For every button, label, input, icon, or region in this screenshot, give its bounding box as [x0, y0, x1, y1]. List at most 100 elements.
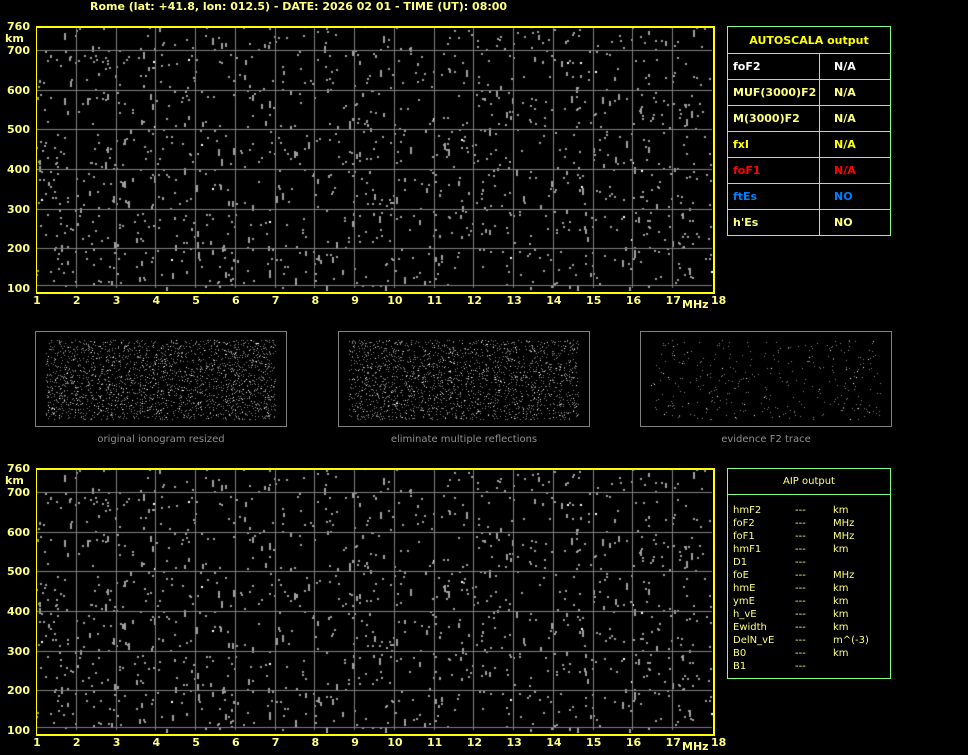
autoscala-row: ftEs NO: [727, 183, 891, 210]
x-axis-unit: MHz: [682, 740, 709, 753]
x-tick-label: 7: [271, 736, 280, 749]
x-tick-label: 9: [351, 736, 359, 749]
x-tick-label: 8: [311, 736, 320, 749]
aip-label: hmF2: [733, 505, 762, 516]
y-axis-unit: km: [5, 32, 24, 45]
x-tick-label: 18: [711, 294, 727, 307]
x-tick-label: 11: [426, 294, 443, 307]
aip-row: D1 ---: [728, 556, 890, 569]
x-tick-label: 4: [152, 294, 161, 307]
aip-row: hmF1 --- km: [728, 543, 890, 556]
x-tick-label: 12: [466, 736, 483, 749]
y-tick-label: 300: [7, 644, 30, 658]
x-tick-label: 15: [586, 294, 602, 307]
aip-label: foF1: [733, 531, 755, 542]
x-tick-label: 7: [271, 294, 280, 307]
y-tick-label: 500: [7, 565, 30, 579]
aip-label: DelN_vE: [733, 635, 775, 646]
aip-unit: km: [833, 622, 849, 633]
y-tick-label: 200: [7, 684, 30, 698]
aip-value: ---: [795, 531, 806, 542]
y-tick-label: 300: [7, 202, 30, 216]
thumbnail-caption: original ionogram resized: [97, 434, 225, 445]
x-tick-label: 16: [625, 736, 642, 749]
y-tick-label: 100: [7, 724, 30, 737]
x-tick-label: 4: [152, 736, 161, 749]
autoscala-value: NO: [819, 209, 891, 236]
y-tick-label: 600: [7, 83, 30, 97]
autoscala-value: N/A: [819, 79, 891, 106]
aip-row: foF2 --- MHz: [728, 517, 890, 530]
autoscala-row: h'Es NO: [727, 209, 891, 236]
x-tick-label: 17: [665, 294, 681, 307]
x-tick-label: 5: [192, 736, 200, 749]
autoscala-label: M(3000)F2: [727, 105, 820, 132]
autoscala-label: foF2: [727, 53, 820, 80]
autoscala-value: NO: [819, 183, 891, 210]
x-tick-label: 2: [72, 294, 81, 307]
aip-row: hmE --- km: [728, 582, 890, 595]
x-tick-label: 14: [546, 294, 562, 307]
thumbnail-evidence-f2: [640, 331, 892, 427]
aip-value: ---: [795, 570, 806, 581]
y-tick-label: 500: [7, 123, 30, 137]
aip-value: ---: [795, 635, 806, 646]
aip-value: ---: [795, 518, 806, 529]
aip-value: ---: [795, 557, 806, 568]
y-tick-label: 760: [7, 462, 30, 475]
thumbnail-caption: evidence F2 trace: [721, 434, 811, 445]
aip-unit: m^(-3): [833, 635, 869, 646]
aip-unit: MHz: [833, 570, 855, 581]
aip-value: ---: [795, 583, 806, 594]
y-tick-label: 400: [7, 162, 30, 176]
aip-row: B0 --- km: [728, 647, 890, 660]
aip-unit: km: [833, 583, 849, 594]
autoscala-label: MUF(3000)F2: [727, 79, 820, 106]
x-tick-label: 3: [112, 736, 121, 749]
aip-label: Ewidth: [733, 622, 767, 633]
y-tick-label: 100: [7, 282, 30, 295]
aip-label: hmF1: [733, 544, 762, 555]
y-tick-label: 700: [7, 43, 30, 57]
ionogram-title: Rome (lat: +41.8, lon: 012.5) - DATE: 20…: [90, 0, 508, 13]
aip-label: foE: [733, 570, 749, 581]
aip-unit: MHz: [833, 531, 855, 542]
x-tick-label: 13: [506, 294, 522, 307]
autoscala-output-table: AUTOSCALA output foF2 N/A MUF(3000)F2 N/A M(…: [727, 26, 891, 236]
aip-label: D1: [733, 557, 748, 568]
thumbnail-original: [35, 331, 287, 427]
aip-value: ---: [795, 609, 806, 620]
autoscala-row: fxI N/A: [727, 131, 891, 158]
autoscala-label: ftEs: [727, 183, 820, 210]
thumbnail-canvas: [36, 332, 286, 426]
x-tick-label: 6: [231, 736, 240, 749]
x-tick-label: 18: [711, 736, 727, 749]
aip-value: ---: [795, 596, 806, 607]
y-tick-label: 600: [7, 525, 30, 539]
x-tick-label: 17: [665, 736, 681, 749]
x-tick-label: 6: [231, 294, 240, 307]
x-tick-label: 3: [112, 294, 121, 307]
thumbnail-caption: eliminate multiple reflections: [390, 434, 538, 445]
autoscala-header: AUTOSCALA output: [727, 26, 891, 54]
aip-row: hmF2 --- km: [728, 504, 890, 517]
aip-row: Ewidth --- km: [728, 621, 890, 634]
y-tick-label: 700: [7, 485, 30, 499]
x-tick-label: 10: [387, 736, 403, 749]
thumbnail-eliminate-multiple: [338, 331, 590, 427]
aip-label: ymE: [733, 596, 755, 607]
x-tick-label: 15: [586, 736, 602, 749]
aip-output-panel: AIP output hmF2 --- km foF2 --- MHz foF1 --- MHz…: [727, 468, 891, 679]
aip-value: ---: [795, 648, 806, 659]
ionogram-canvas: [36, 26, 713, 291]
autoscala-value: N/A: [819, 53, 891, 80]
x-tick-label: 9: [351, 294, 359, 307]
aip-row: B1 ---: [728, 660, 890, 673]
autoscala-row: MUF(3000)F2 N/A: [727, 79, 891, 106]
autoscala-row: foF1 N/A: [727, 157, 891, 184]
x-tick-label: 1: [33, 736, 41, 749]
y-tick-label: 400: [7, 604, 30, 618]
ionogram-canvas: [36, 468, 713, 733]
autoscala-row: foF2 N/A: [727, 53, 891, 80]
autoscala-value: N/A: [819, 157, 891, 184]
